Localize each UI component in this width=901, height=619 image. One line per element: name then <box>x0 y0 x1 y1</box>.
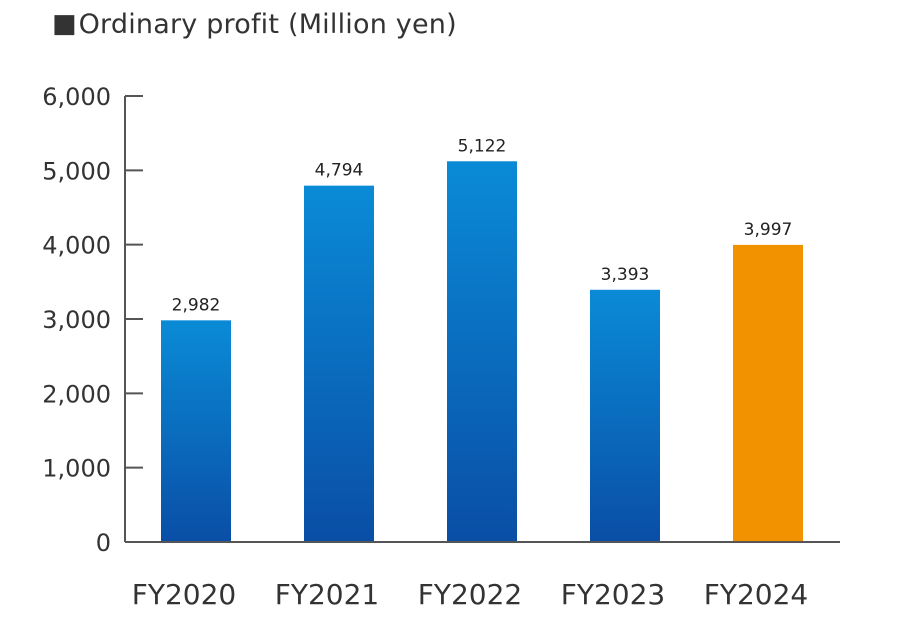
bar-fy2021 <box>304 185 374 542</box>
y-tick-label: 1,000 <box>42 455 111 483</box>
data-label-fy2023: 3,393 <box>601 265 650 285</box>
labels-group: 2,982 FY2020 4,794 FY2021 5,122 FY2022 3,393 FY… <box>42 83 808 611</box>
data-label-fy2022: 5,122 <box>458 136 507 156</box>
title-square-icon: ■ <box>52 9 77 39</box>
data-label-fy2020: 2,982 <box>172 295 221 315</box>
data-label-fy2021: 4,794 <box>315 161 364 181</box>
y-tick-label: 0 <box>96 529 111 557</box>
chart-title: ■ Ordinary profit (Million yen) <box>52 4 457 44</box>
x-tick-label-fy2020: FY2020 <box>132 578 236 611</box>
y-tick-label: 2,000 <box>42 380 111 408</box>
chart-title-text: Ordinary profit (Million yen) <box>78 8 457 40</box>
x-tick-label-fy2023: FY2023 <box>561 578 665 611</box>
y-tick-label: 6,000 <box>42 83 111 111</box>
bars-group <box>161 161 803 543</box>
bar-fy2023 <box>590 289 660 542</box>
bar-fy2024 <box>733 244 803 543</box>
bar-fy2022 <box>447 161 517 543</box>
axes-group <box>124 95 840 543</box>
x-tick-label-fy2022: FY2022 <box>418 578 522 611</box>
y-tick-label: 4,000 <box>42 232 111 260</box>
bar-fy2020 <box>161 320 231 542</box>
x-tick-label-fy2021: FY2021 <box>275 578 379 611</box>
data-label-fy2024: 3,997 <box>744 220 793 240</box>
y-tick-label: 5,000 <box>42 157 111 185</box>
x-tick-label-fy2024: FY2024 <box>704 578 808 611</box>
y-tick-label: 3,000 <box>42 306 111 334</box>
